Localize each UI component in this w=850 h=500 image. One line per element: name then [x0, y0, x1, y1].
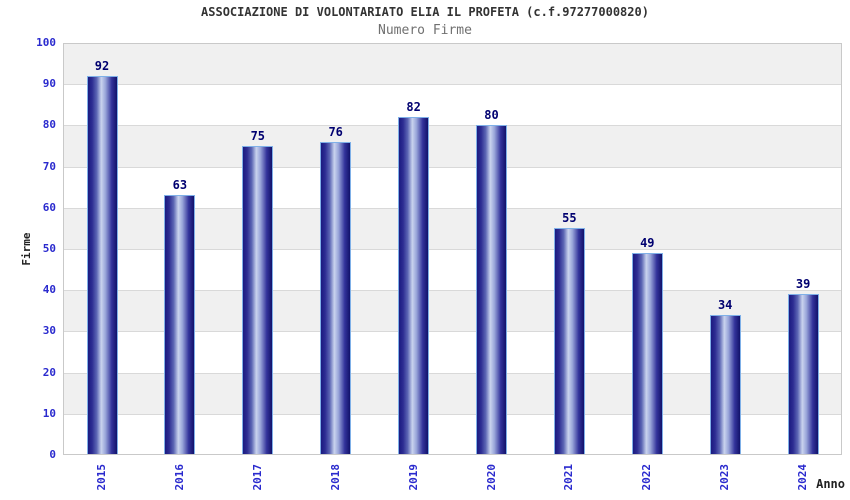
- bar-value-label: 75: [250, 129, 266, 143]
- x-tick-label: 2021: [562, 464, 576, 491]
- y-tick-label: 50: [42, 242, 56, 255]
- bar-2020: [476, 125, 507, 455]
- bar-2023: [709, 314, 741, 455]
- gridline: [63, 207, 842, 209]
- plot-band: [63, 125, 842, 167]
- gridline: [63, 290, 842, 292]
- bar-2021: [553, 228, 585, 455]
- bar-value-label: 39: [795, 277, 811, 292]
- bar-value-label: 55: [562, 211, 577, 226]
- y-tick-label: 30: [42, 324, 56, 338]
- x-tick-label: 2020: [484, 464, 498, 491]
- x-tick-label: 2024: [796, 464, 810, 491]
- gridline: [63, 249, 842, 250]
- bar-value-label: 92: [94, 59, 110, 73]
- x-tick-label: 2018: [328, 464, 342, 491]
- bar-2019: [398, 117, 430, 455]
- y-tick-label: 20: [42, 365, 56, 379]
- bar-value-label: 63: [172, 178, 188, 193]
- bar-value-label: 82: [406, 100, 421, 115]
- chart-title: ASSOCIAZIONE DI VOLONTARIATO ELIA IL PRO…: [201, 5, 649, 19]
- y-tick-label: 0: [49, 448, 56, 461]
- bar-2022: [631, 253, 663, 455]
- bar-2024: [787, 294, 819, 455]
- gridline: [63, 166, 842, 168]
- x-tick-label: 2019: [406, 464, 420, 491]
- bar-value-label: 49: [640, 236, 655, 251]
- x-axis-title: Anno: [816, 477, 845, 491]
- bar-2015: [86, 76, 118, 455]
- plot-band: [63, 84, 842, 126]
- y-tick-label: 70: [42, 159, 56, 173]
- bar-value-label: 34: [717, 297, 733, 312]
- plot-area: [63, 43, 842, 455]
- y-tick-label: 80: [42, 118, 56, 132]
- y-tick-label: 40: [42, 283, 56, 297]
- x-tick-label: 2022: [640, 464, 654, 491]
- plot-band: [63, 43, 842, 85]
- gridline: [63, 331, 842, 333]
- gridline: [63, 413, 842, 415]
- bar-2018: [320, 141, 352, 455]
- gridline: [63, 84, 842, 86]
- y-tick-label: 10: [42, 406, 56, 420]
- bar-2017: [242, 146, 274, 455]
- bar-2016: [164, 195, 196, 455]
- x-tick-label: 2016: [172, 464, 186, 491]
- bar-value-label: 80: [484, 108, 499, 123]
- chart-subtitle: Numero Firme: [378, 23, 472, 38]
- y-tick-label: 90: [42, 77, 56, 91]
- x-tick-label: 2017: [250, 464, 264, 491]
- y-tick-label: 100: [36, 36, 56, 49]
- x-tick-label: 2015: [95, 464, 108, 491]
- gridline: [63, 372, 842, 374]
- bar-value-label: 76: [328, 124, 343, 139]
- y-tick-label: 60: [42, 200, 56, 214]
- gridline: [63, 125, 842, 127]
- x-tick-label: 2023: [718, 464, 732, 491]
